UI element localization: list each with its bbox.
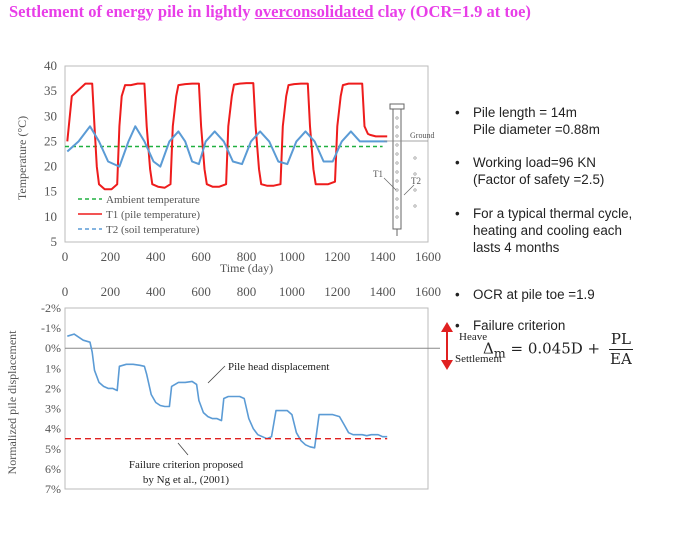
- displacement-y-tick-label: 4%: [45, 422, 61, 436]
- temperature-x-axis-label: Time (day): [220, 261, 273, 275]
- temperature-y-tick-label: 5: [51, 234, 58, 249]
- temperature-series-line-3: [66, 125, 388, 168]
- failure-criterion-annotation-line2: by Ng et al., (2001): [143, 474, 229, 486]
- sensor-dot: [395, 134, 399, 138]
- settlement-arrow-head: [441, 360, 453, 370]
- temperature-series-line-2: [66, 82, 388, 191]
- sensor-dot: [395, 152, 399, 156]
- temperature-x-tick-label: 0: [62, 249, 69, 264]
- temperature-x-tick-label: 200: [101, 249, 121, 264]
- t2-label: T2: [411, 176, 421, 186]
- displacement-x-tick-label: 1400: [370, 284, 396, 299]
- sensor-dot: [395, 188, 399, 192]
- formula-fraction: PL EA: [608, 330, 633, 369]
- bullet-dot: •: [455, 206, 460, 221]
- sensor-dot: [395, 170, 399, 174]
- bullet-dot: •: [455, 155, 460, 170]
- pile-shaft: [392, 108, 402, 230]
- failure-criterion-formula: Δm = 0.045D + PL EA: [483, 330, 633, 369]
- temperature-x-tick-label: 600: [191, 249, 211, 264]
- sensor-dot: [395, 179, 399, 183]
- legend-entry-label: T2 (soil temperature): [106, 224, 200, 236]
- formula-numerator: PL: [608, 330, 633, 350]
- bullet-dot: •: [455, 105, 460, 120]
- failure-criterion-leader: [177, 442, 189, 456]
- displacement-x-tick-label: 400: [146, 284, 166, 299]
- formula-delta: Δ: [483, 339, 494, 358]
- pile-head-displacement-line: [67, 333, 388, 449]
- sensor-dot: [395, 143, 399, 147]
- legend-entry-label: T1 (pile temperature): [106, 209, 200, 221]
- bullet-text: Failure criterion: [473, 318, 566, 333]
- temperature-x-tick-label: 1600: [415, 249, 441, 264]
- displacement-x-tick-label: 1200: [324, 284, 350, 299]
- displacement-y-tick-label: -2%: [41, 301, 61, 315]
- displacement-x-tick-label: 200: [101, 284, 121, 299]
- temperature-plot-frame: [64, 65, 429, 243]
- formula-subscript: m: [493, 345, 506, 361]
- temperature-y-tick-label: 10: [44, 209, 57, 224]
- sensor-dot: [395, 197, 399, 201]
- displacement-y-tick-label: 3%: [45, 402, 61, 416]
- soil-sensor-dot: [413, 156, 417, 160]
- displacement-y-tick-label: 6%: [45, 462, 61, 476]
- sensor-dot: [395, 206, 399, 210]
- t1-leader: [383, 177, 397, 191]
- displacement-y-tick-label: -1%: [41, 321, 61, 335]
- formula-body: = 0.045D +: [510, 339, 601, 358]
- pile-cap: [389, 103, 405, 110]
- bullet-text: Pile length = 14m Pile diameter =0.88m: [473, 105, 600, 137]
- sensor-dot: [395, 215, 399, 219]
- displacement-y-tick-label: 5%: [45, 442, 61, 456]
- settlement-label: Settlement: [455, 353, 502, 365]
- temperature-y-tick-label: 20: [44, 159, 57, 174]
- displacement-y-axis-label: Normalized pile displacement: [5, 330, 19, 475]
- pile-head-annotation: Pile head displacement: [228, 361, 329, 373]
- ground-label: Ground: [410, 131, 434, 140]
- heave-arrow-head: [441, 322, 453, 332]
- bullet-dot: •: [455, 287, 460, 302]
- formula-denominator: EA: [610, 350, 632, 368]
- bullet-text: For a typical thermal cycle, heating and …: [473, 206, 633, 255]
- sensor-dot: [395, 116, 399, 120]
- displacement-x-tick-label: 800: [237, 284, 257, 299]
- temperature-y-tick-label: 15: [44, 184, 57, 199]
- temperature-x-tick-label: 1400: [370, 249, 396, 264]
- displacement-plot-frame: [64, 307, 429, 490]
- soil-sensor-dot: [413, 188, 417, 192]
- temperature-y-tick-label: 25: [44, 133, 57, 148]
- sensor-dot: [395, 161, 399, 165]
- displacement-x-tick-label: 600: [191, 284, 211, 299]
- displacement-y-tick-label: 7%: [45, 482, 61, 496]
- heave-label: Heave: [459, 331, 487, 343]
- bullet-dot: •: [455, 318, 460, 333]
- temperature-x-tick-label: 1200: [324, 249, 350, 264]
- displacement-x-tick-label: 0: [62, 284, 69, 299]
- temperature-x-tick-label: 800: [237, 249, 257, 264]
- slide-title: Settlement of energy pile in lightly ove…: [9, 2, 531, 21]
- displacement-y-tick-label: 1%: [45, 361, 61, 375]
- soil-sensor-dot: [413, 204, 417, 208]
- displacement-x-tick-label: 1000: [279, 284, 305, 299]
- displacement-x-tick-label: 1600: [415, 284, 441, 299]
- temperature-y-tick-label: 40: [44, 58, 57, 73]
- pile-head-leader: [207, 365, 226, 384]
- sensor-dot: [395, 125, 399, 129]
- displacement-y-tick-label: 0%: [45, 341, 61, 355]
- temperature-x-tick-label: 400: [146, 249, 166, 264]
- temperature-x-tick-label: 1000: [279, 249, 305, 264]
- legend-entry-label: Ambient temperature: [106, 194, 200, 206]
- bullet-text: Working load=96 KN (Factor of safety =2.5…: [473, 155, 605, 187]
- temperature-y-axis-label: Temperature (°C): [15, 116, 29, 200]
- temperature-y-tick-label: 30: [44, 108, 57, 123]
- t2-leader: [403, 184, 415, 196]
- t1-label: T1: [373, 169, 383, 179]
- displacement-y-tick-label: 2%: [45, 381, 61, 395]
- temperature-y-tick-label: 35: [44, 83, 57, 98]
- soil-sensor-dot: [413, 172, 417, 176]
- bullet-text: OCR at pile toe =1.9: [473, 287, 595, 302]
- failure-criterion-annotation-line1: Failure criterion proposed: [129, 459, 244, 471]
